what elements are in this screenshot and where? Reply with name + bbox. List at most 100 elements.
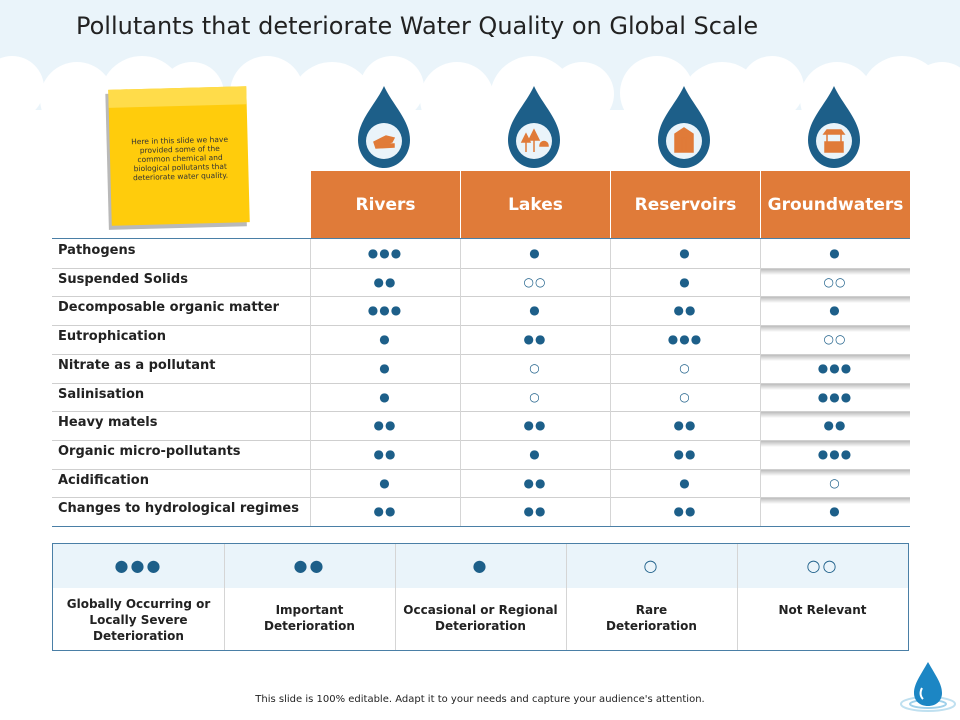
- legend: ●●● Globally Occurring or Locally Severe …: [52, 543, 909, 651]
- sticky-note-fold: [108, 86, 247, 108]
- row-divider: [52, 411, 910, 413]
- legend-divider: [224, 544, 225, 650]
- row-shadow: [760, 297, 910, 304]
- table-cell: ○: [529, 360, 541, 375]
- row-divider: [52, 382, 910, 384]
- column-divider: [760, 239, 761, 526]
- table-cell: ●: [529, 246, 541, 260]
- table-cell: ●●●: [367, 246, 403, 260]
- table-cell: ○: [679, 360, 691, 375]
- row-divider: [52, 267, 910, 269]
- table-cell: ●●: [523, 332, 547, 347]
- legend-description: Important Deterioration: [264, 603, 355, 633]
- row-divider: [52, 439, 910, 441]
- table-cell: ○○: [523, 274, 547, 289]
- column-divider: [610, 239, 611, 526]
- legend-divider: [395, 544, 396, 650]
- footer-text: This slide is 100% editable. Adapt it to…: [255, 694, 705, 705]
- column-header-rivers: Rivers: [310, 171, 460, 239]
- row-label: Salinisation: [58, 386, 145, 402]
- trees-icon: [508, 86, 560, 168]
- table-cell: ●: [529, 446, 541, 461]
- legend-description: Rare Deterioration: [606, 603, 697, 633]
- row-shadow: [760, 498, 910, 505]
- row-shadow: [760, 268, 910, 275]
- row-shadow: [760, 412, 910, 419]
- row-shadow: [760, 326, 910, 333]
- table-cell: ●: [829, 504, 841, 519]
- row-shadow: [760, 469, 910, 476]
- cloud-shape: [550, 62, 614, 126]
- table-cell: ●●: [673, 504, 697, 519]
- row-label: Suspended Solids: [58, 271, 188, 287]
- table-cell: ○: [679, 389, 691, 404]
- table-cell: ●●●: [817, 360, 853, 375]
- row-label: Acidification: [58, 472, 149, 488]
- table-cell: ●: [379, 332, 391, 347]
- table-cell: ●●: [673, 303, 697, 318]
- table-cell: ●●: [673, 418, 697, 433]
- well-icon: [808, 86, 860, 168]
- table-cell: ○○: [823, 274, 847, 289]
- table-cell: ●●: [523, 418, 547, 433]
- table-cell: ●●●: [367, 303, 403, 318]
- table-cell: ●: [529, 303, 541, 318]
- row-label: Eutrophication: [58, 329, 167, 345]
- table-cell: ●: [379, 360, 391, 375]
- row-divider: [52, 526, 910, 527]
- table-cell: ●●: [523, 475, 547, 490]
- legend-description: Occasional or Regional Deterioration: [403, 603, 558, 633]
- reservoir-icon: [658, 86, 710, 168]
- table-cell: ●●: [373, 446, 397, 461]
- row-divider: [52, 353, 910, 355]
- table-cell: ●●: [823, 418, 847, 433]
- table-cell: ○: [829, 475, 841, 490]
- legend-description: Globally Occurring or Locally Severe Det…: [66, 597, 211, 643]
- sticky-note: Here in this slide we have provided some…: [108, 86, 250, 226]
- table-cell: ●●●: [817, 446, 853, 461]
- row-divider: [52, 468, 910, 470]
- row-label: Nitrate as a pollutant: [58, 357, 216, 373]
- table-cell: ●: [829, 303, 841, 318]
- legend-symbol: ●●●: [114, 556, 163, 575]
- table-cell: ●●●: [667, 332, 703, 347]
- row-divider: [52, 296, 910, 298]
- table-top-border: [52, 238, 910, 239]
- legend-divider: [566, 544, 567, 650]
- table-cell: ●: [679, 475, 691, 490]
- table-cell: ●●: [673, 446, 697, 461]
- column-divider: [460, 239, 461, 526]
- legend-symbol: ○: [643, 556, 660, 575]
- column-header-reservoirs: Reservoirs: [610, 171, 760, 239]
- row-label: Decomposable organic matter: [58, 300, 279, 316]
- table-cell: ●: [829, 246, 841, 260]
- sticky-note-text: Here in this slide we have provided some…: [131, 134, 229, 183]
- water-drop-splash-icon: [900, 662, 956, 712]
- row-shadow: [760, 383, 910, 390]
- column-header-groundwaters: Groundwaters: [760, 171, 910, 239]
- cloud-shape: [420, 62, 494, 136]
- row-label: Pathogens: [58, 243, 136, 258]
- table-cell: ●: [379, 389, 391, 404]
- table-cell: ●●●: [817, 389, 853, 404]
- column-header-lakes: Lakes: [460, 171, 610, 239]
- table-cell: ○: [529, 389, 541, 404]
- table-cell: ●●: [373, 504, 397, 519]
- row-label: Changes to hydrological regimes: [58, 501, 299, 517]
- legend-symbol: ●●: [293, 556, 326, 575]
- row-shadow: [760, 354, 910, 361]
- cloud-shape: [740, 56, 804, 120]
- row-label: Heavy matels: [58, 415, 158, 431]
- table-cell: ●●: [373, 274, 397, 289]
- page-title: Pollutants that deteriorate Water Qualit…: [76, 12, 759, 40]
- row-divider: [52, 325, 910, 327]
- legend-description: Not Relevant: [778, 603, 867, 617]
- column-divider: [310, 239, 311, 526]
- legend-symbol: ●: [472, 556, 489, 575]
- table-cell: ●●: [523, 504, 547, 519]
- hand-icon: [358, 86, 410, 168]
- table-cell: ●: [679, 274, 691, 289]
- legend-symbol-row: [53, 544, 908, 588]
- legend-divider: [737, 544, 738, 650]
- table-cell: ●: [379, 475, 391, 490]
